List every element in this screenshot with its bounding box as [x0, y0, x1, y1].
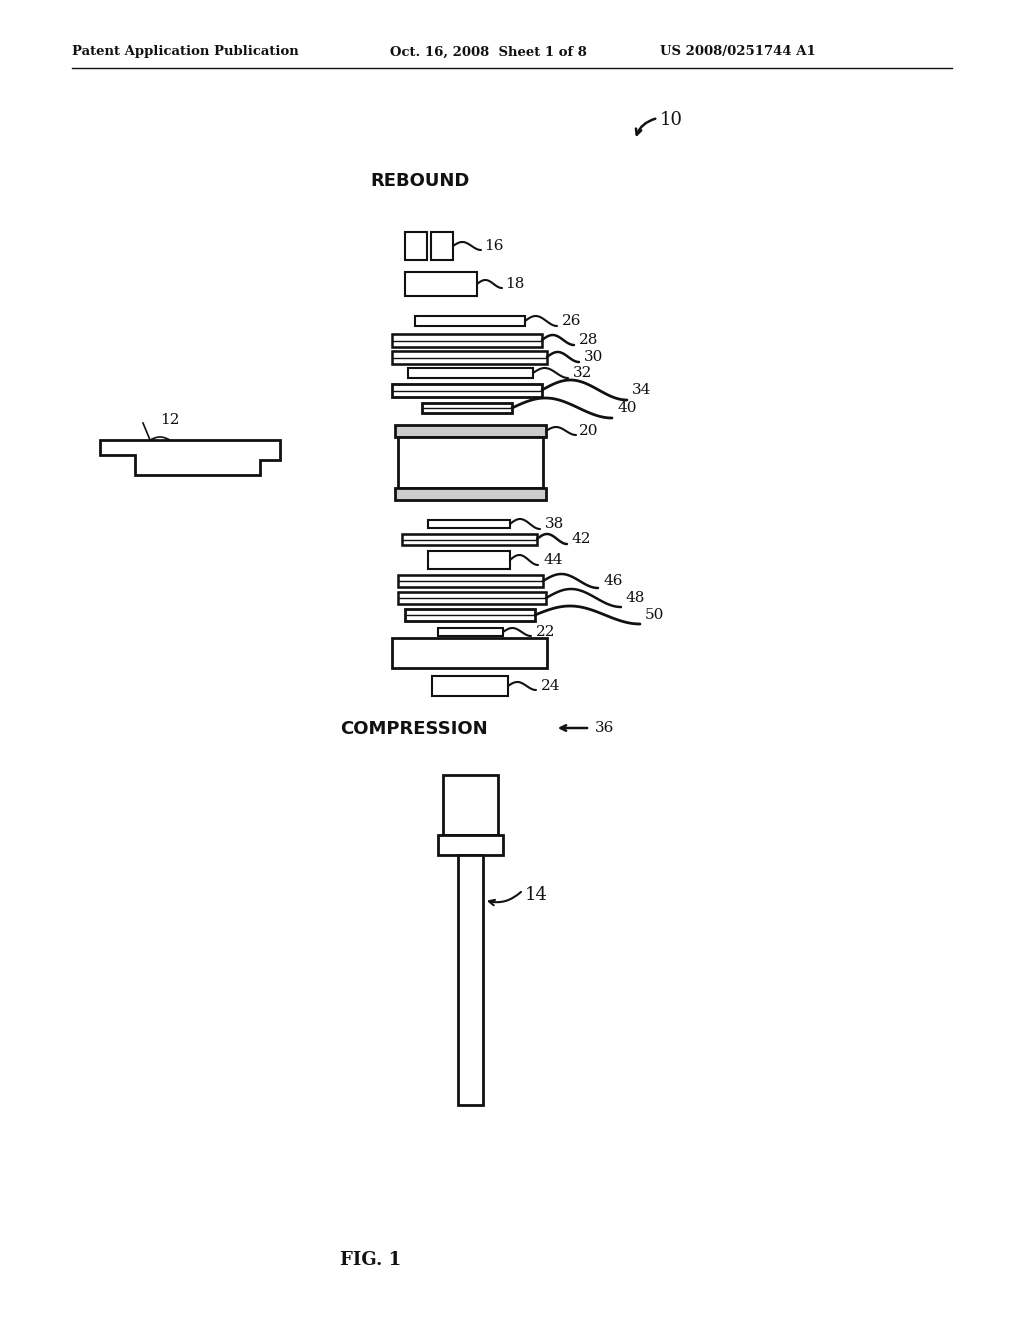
Bar — [428, 550, 510, 569]
Bar — [392, 638, 547, 668]
Bar — [392, 334, 542, 347]
Text: 12: 12 — [160, 413, 179, 426]
Text: US 2008/0251744 A1: US 2008/0251744 A1 — [660, 45, 816, 58]
Text: 30: 30 — [584, 350, 603, 364]
Polygon shape — [100, 440, 280, 475]
Text: REBOUND: REBOUND — [370, 172, 469, 190]
Text: COMPRESSION: COMPRESSION — [340, 719, 487, 738]
Bar — [402, 535, 537, 545]
Bar — [458, 855, 483, 1105]
Bar — [438, 628, 503, 636]
Text: 24: 24 — [541, 678, 560, 693]
Bar — [395, 425, 546, 437]
Text: 38: 38 — [545, 517, 564, 531]
Text: 16: 16 — [484, 239, 504, 253]
Text: 42: 42 — [572, 532, 592, 546]
Text: 28: 28 — [579, 333, 598, 347]
Text: 22: 22 — [536, 624, 555, 639]
Bar — [415, 315, 525, 326]
Text: 46: 46 — [603, 574, 623, 587]
Bar — [406, 609, 535, 620]
Text: 10: 10 — [660, 111, 683, 129]
Text: 36: 36 — [595, 721, 614, 735]
Bar — [406, 232, 427, 260]
Text: 40: 40 — [617, 401, 637, 414]
Bar — [392, 384, 542, 397]
Text: FIG. 1: FIG. 1 — [340, 1251, 401, 1269]
Bar — [431, 232, 453, 260]
Text: Oct. 16, 2008  Sheet 1 of 8: Oct. 16, 2008 Sheet 1 of 8 — [390, 45, 587, 58]
Text: 34: 34 — [632, 383, 651, 397]
Bar — [408, 368, 534, 378]
Bar — [398, 437, 543, 488]
Bar — [398, 576, 543, 587]
Text: Patent Application Publication: Patent Application Publication — [72, 45, 299, 58]
Bar — [398, 591, 546, 605]
Text: 44: 44 — [543, 553, 562, 568]
Bar — [438, 836, 503, 855]
Bar — [443, 775, 498, 836]
Bar — [422, 403, 512, 413]
Text: 32: 32 — [573, 366, 592, 380]
Bar — [432, 676, 508, 696]
Bar — [406, 272, 477, 296]
Text: 14: 14 — [525, 886, 548, 904]
Text: 18: 18 — [505, 277, 524, 290]
Text: 26: 26 — [562, 314, 582, 327]
Text: 48: 48 — [626, 591, 645, 605]
Text: 20: 20 — [579, 424, 598, 438]
Text: 50: 50 — [645, 609, 665, 622]
Bar — [395, 488, 546, 500]
Bar — [392, 351, 547, 364]
Bar — [428, 520, 510, 528]
